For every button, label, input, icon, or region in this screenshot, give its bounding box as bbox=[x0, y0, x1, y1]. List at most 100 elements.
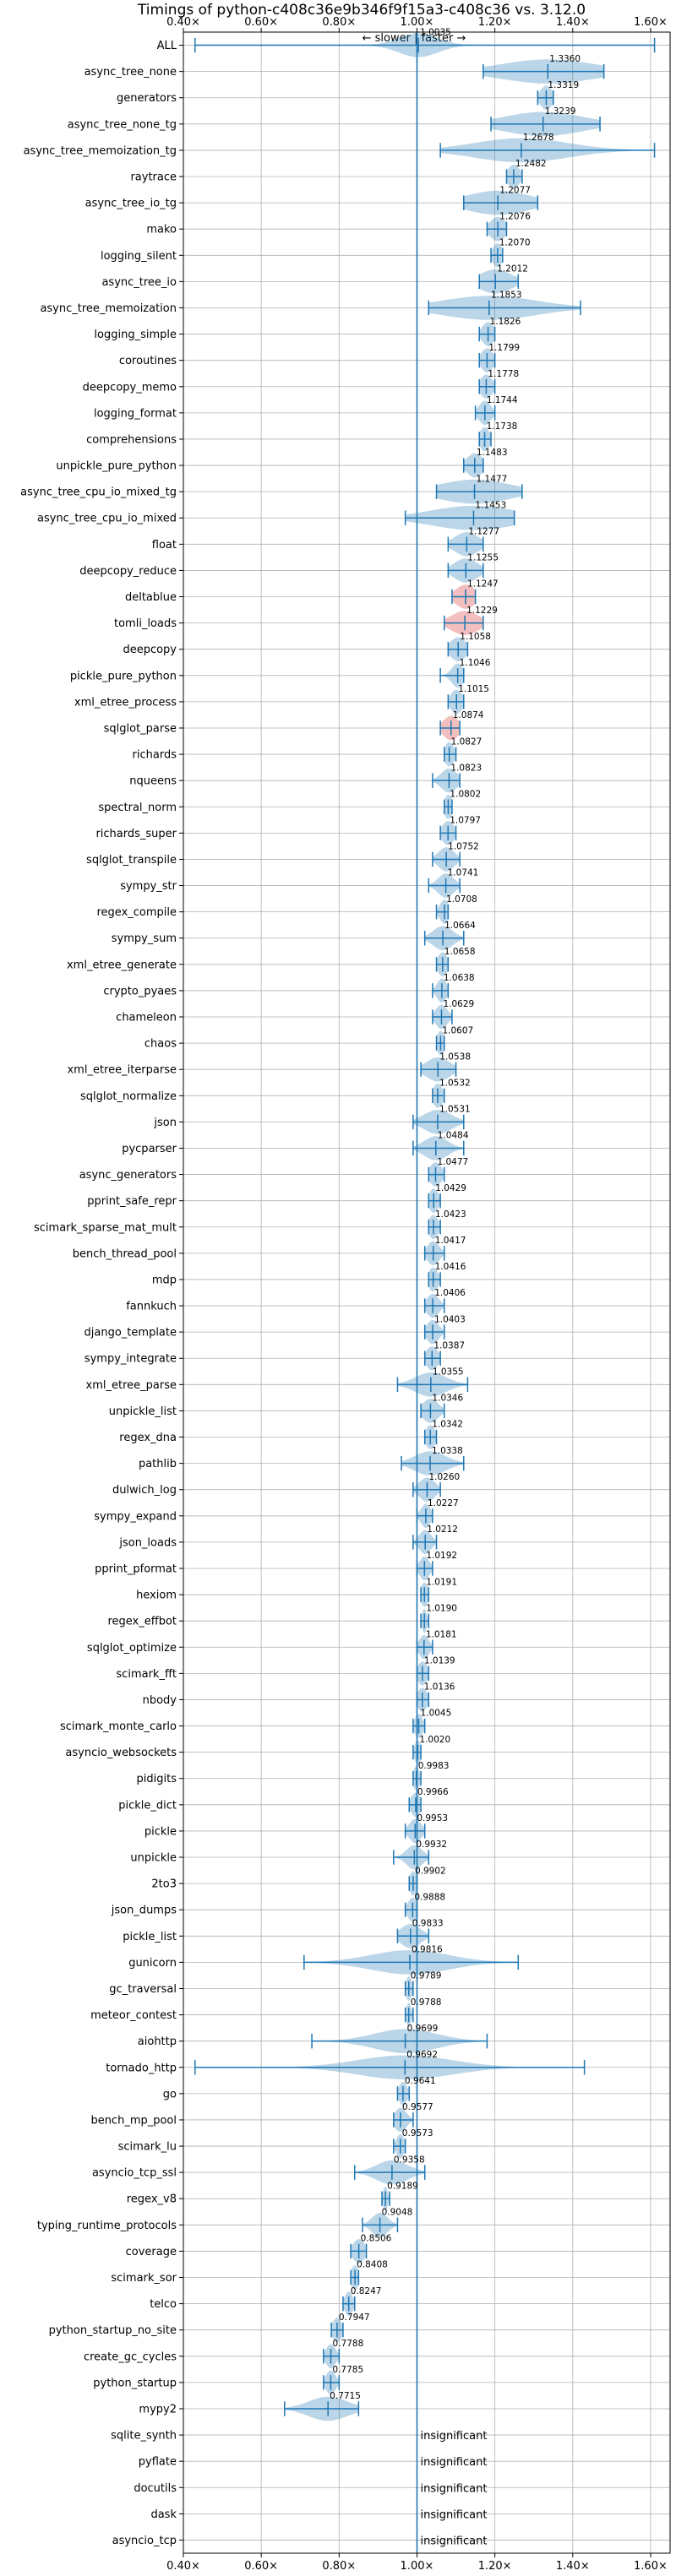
value-label-gc_traversal: 0.9789 bbox=[411, 1971, 442, 1981]
value-label-pickle_list: 0.9833 bbox=[412, 1918, 444, 1928]
value-label-nbody: 1.0136 bbox=[424, 1682, 455, 1693]
value-label-dulwich_log: 1.0260 bbox=[428, 1472, 460, 1482]
value-label-scimark_sor: 0.8408 bbox=[357, 2260, 388, 2270]
value-label-async_generators: 1.0477 bbox=[437, 1157, 468, 1167]
value-label-async_tree_memoization_tg: 1.2678 bbox=[523, 133, 554, 143]
x-tick-label-top-2: 0.80× bbox=[322, 16, 356, 29]
y-tick-label-xml_etree_parse: xml_etree_parse bbox=[86, 1379, 177, 1392]
value-label-scimark_fft: 1.0139 bbox=[424, 1656, 455, 1666]
value-label-richards: 1.0827 bbox=[451, 736, 482, 747]
value-label-tornado_http: 0.9692 bbox=[406, 2050, 438, 2060]
value-label-django_template: 1.0403 bbox=[434, 1314, 466, 1324]
y-tick-label-scimark_lu: scimark_lu bbox=[118, 2141, 177, 2154]
y-tick-label-asyncio_websockets: asyncio_websockets bbox=[65, 1747, 177, 1759]
value-label-mako: 1.2076 bbox=[499, 211, 531, 221]
y-tick-label-hexiom: hexiom bbox=[136, 1590, 177, 1602]
y-tick-label-richards_super: richards_super bbox=[95, 828, 177, 840]
value-label-regex_effbot: 1.0190 bbox=[426, 1603, 457, 1613]
y-tick-label-scimark_fft: scimark_fft bbox=[116, 1668, 177, 1681]
value-label-go: 0.9641 bbox=[405, 2076, 436, 2086]
insignificant-label: insignificant bbox=[420, 2430, 487, 2443]
y-tick-label-async_tree_cpu_io_mixed_tg: async_tree_cpu_io_mixed_tg bbox=[20, 486, 177, 499]
value-label-coroutines: 1.1799 bbox=[488, 343, 520, 353]
value-label-async_tree_io: 1.2012 bbox=[497, 264, 528, 274]
value-label-sqlglot_optimize: 1.0181 bbox=[426, 1629, 457, 1639]
y-tick-label-richards: richards bbox=[133, 749, 177, 762]
y-tick-label-scimark_sor: scimark_sor bbox=[111, 2272, 177, 2285]
y-tick-label-pidigits: pidigits bbox=[137, 1773, 177, 1785]
plot-frame bbox=[183, 31, 671, 2554]
y-tick-label-pickle: pickle bbox=[144, 1825, 177, 1838]
value-label-sympy_sum: 1.0664 bbox=[444, 921, 476, 931]
x-tick-label-top-5: 1.40× bbox=[556, 16, 590, 29]
value-label-sympy_integrate: 1.0387 bbox=[433, 1340, 465, 1350]
y-tick-label-logging_simple: logging_simple bbox=[94, 329, 177, 341]
y-tick-label-mdp: mdp bbox=[152, 1274, 177, 1286]
insignificant-label: insignificant bbox=[420, 2482, 487, 2495]
value-label-typing_runtime_protocols: 0.9048 bbox=[382, 2208, 413, 2218]
y-tick-label-dask: dask bbox=[150, 2508, 177, 2521]
y-tick-label-pickle_list: pickle_list bbox=[123, 1931, 177, 1943]
y-tick-label-async_tree_memoization: async_tree_memoization bbox=[40, 302, 177, 315]
y-tick-label-bench_mp_pool: bench_mp_pool bbox=[90, 2114, 177, 2127]
y-tick-label-create_gc_cycles: create_gc_cycles bbox=[84, 2350, 177, 2363]
y-tick-label-regex_dna: regex_dna bbox=[119, 1432, 177, 1444]
x-tick-label-bottom-4: 1.20× bbox=[478, 2560, 512, 2573]
y-tick-label-sqlglot_optimize: sqlglot_optimize bbox=[87, 1642, 177, 1655]
value-label-async_tree_cpu_io_mixed: 1.1453 bbox=[475, 500, 506, 510]
value-label-float: 1.1277 bbox=[468, 527, 499, 537]
x-tick-label-bottom-0: 0.40× bbox=[166, 2560, 200, 2573]
y-tick-label-asyncio_tcp: asyncio_tcp bbox=[112, 2535, 177, 2547]
y-tick-label-django_template: django_template bbox=[84, 1327, 177, 1340]
value-label-unpickle_list: 1.0346 bbox=[432, 1394, 463, 1404]
y-tick-label-unpickle_pure_python: unpickle_pure_python bbox=[56, 460, 177, 473]
y-tick-label-pathlib: pathlib bbox=[139, 1458, 177, 1470]
value-label-logging_silent: 1.2070 bbox=[499, 237, 531, 247]
y-tick-label-fannkuch: fannkuch bbox=[126, 1301, 177, 1313]
x-tick-label-top-3: 1.00× bbox=[401, 16, 434, 29]
y-tick-label-json_loads: json_loads bbox=[118, 1536, 177, 1549]
y-tick-label-async_tree_io_tg: async_tree_io_tg bbox=[85, 198, 177, 210]
y-tick-label-nqueens: nqueens bbox=[129, 775, 177, 788]
x-tick-label-top-0: 0.40× bbox=[166, 16, 200, 29]
value-label-nqueens: 1.0823 bbox=[450, 763, 482, 773]
x-tick-label-bottom-3: 1.00× bbox=[401, 2560, 434, 2573]
y-tick-label-json_dumps: json_dumps bbox=[111, 1905, 177, 1917]
chart-title: Timings of python-c408c36e9b346f9f15a3-c… bbox=[137, 2, 586, 19]
y-tick-label-async_tree_none: async_tree_none bbox=[84, 66, 177, 79]
y-tick-label-pprint_pformat: pprint_pformat bbox=[95, 1562, 177, 1575]
value-label-json_loads: 1.0212 bbox=[427, 1524, 458, 1535]
value-label-xml_etree_parse: 1.0355 bbox=[433, 1367, 464, 1378]
y-tick-label-sqlglot_parse: sqlglot_parse bbox=[104, 722, 177, 735]
value-label-coverage: 0.8506 bbox=[361, 2234, 392, 2244]
y-tick-label-sqlite_synth: sqlite_synth bbox=[111, 2430, 177, 2443]
value-label-gunicorn: 0.9816 bbox=[412, 1945, 443, 1955]
value-label-scimark_lu: 0.9573 bbox=[402, 2128, 433, 2139]
y-tick-label-sqlglot_transpile: sqlglot_transpile bbox=[86, 854, 177, 867]
value-label-deepcopy_reduce: 1.1255 bbox=[467, 553, 499, 563]
y-tick-label-pprint_safe_repr: pprint_safe_repr bbox=[87, 1195, 177, 1208]
value-label-fannkuch: 1.0406 bbox=[434, 1288, 466, 1298]
value-label-raytrace: 1.2482 bbox=[515, 159, 547, 169]
x-tick-label-top-4: 1.20× bbox=[478, 16, 512, 29]
y-tick-label-float: float bbox=[152, 539, 177, 552]
value-label-async_tree_none_tg: 1.3239 bbox=[545, 106, 576, 117]
y-tick-label-pyflate: pyflate bbox=[139, 2456, 177, 2469]
value-label-scimark_sparse_mat_mult: 1.0423 bbox=[435, 1209, 466, 1220]
value-label-regex_dna: 1.0342 bbox=[432, 1420, 463, 1430]
value-label-async_tree_cpu_io_mixed_tg: 1.1477 bbox=[477, 474, 508, 484]
value-label-create_gc_cycles: 0.7788 bbox=[333, 2339, 364, 2349]
value-label-async_tree_none: 1.3360 bbox=[549, 54, 581, 64]
y-tick-label-dulwich_log: dulwich_log bbox=[112, 1484, 177, 1497]
y-tick-label-sympy_sum: sympy_sum bbox=[112, 932, 177, 945]
value-label-async_tree_memoization: 1.1853 bbox=[491, 291, 522, 301]
value-label-json_dumps: 0.9888 bbox=[414, 1892, 445, 1902]
y-tick-label-unpickle: unpickle bbox=[130, 1852, 177, 1865]
y-tick-label-logging_format: logging_format bbox=[94, 407, 177, 420]
y-tick-label-generators: generators bbox=[117, 92, 177, 105]
y-tick-label-crypto_pyaes: crypto_pyaes bbox=[103, 985, 177, 997]
y-tick-label-mypy2: mypy2 bbox=[139, 2403, 177, 2416]
value-label-pathlib: 1.0338 bbox=[432, 1446, 463, 1456]
y-tick-label-aiohttp: aiohttp bbox=[138, 2035, 177, 2048]
x-tick-label-bottom-6: 1.60× bbox=[634, 2560, 668, 2573]
